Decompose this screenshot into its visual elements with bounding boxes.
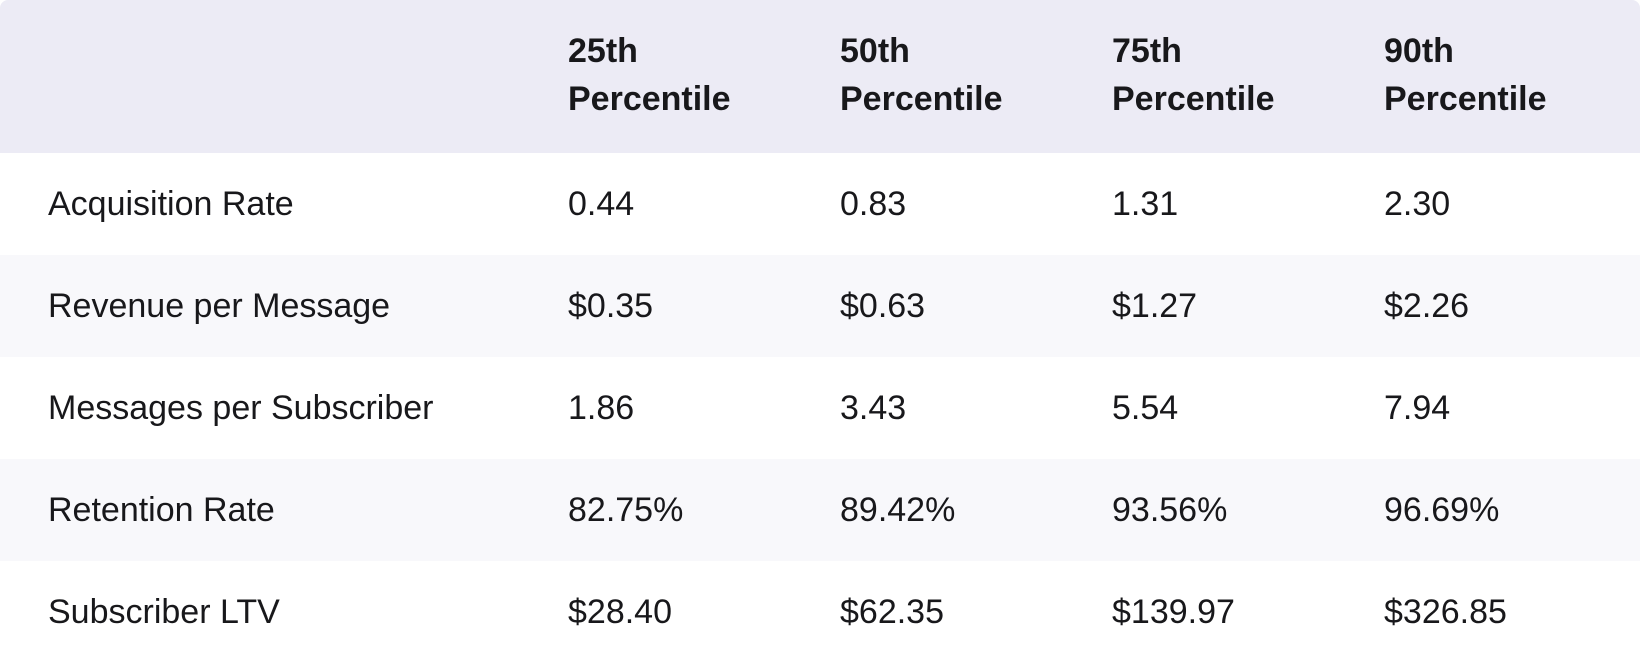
table-header-row: 25th Percentile 50th Percentile 75th Per…: [0, 0, 1640, 153]
column-header-75th-percentile: 75th Percentile: [1112, 32, 1275, 118]
value-cell: 5.54: [1112, 388, 1179, 427]
value-cell: 7.94: [1384, 388, 1451, 427]
value-cell: 89.42%: [840, 490, 956, 529]
value-cell: $28.40: [568, 592, 672, 631]
row-label: Acquisition Rate: [48, 184, 294, 223]
table-row-messages-per-subscriber: Messages per Subscriber 1.86 3.43 5.54 7…: [0, 357, 1640, 459]
value-cell: 82.75%: [568, 490, 684, 529]
value-cell: $0.35: [568, 286, 654, 325]
column-header-25th-percentile: 25th Percentile: [568, 32, 731, 118]
row-label: Messages per Subscriber: [48, 388, 434, 427]
value-cell: $1.27: [1112, 286, 1198, 325]
value-cell: 3.43: [840, 388, 907, 427]
value-cell: $139.97: [1112, 592, 1235, 631]
table-row-revenue-per-message: Revenue per Message $0.35 $0.63 $1.27 $2…: [0, 255, 1640, 357]
row-label: Retention Rate: [48, 490, 275, 529]
value-cell: $2.26: [1384, 286, 1470, 325]
row-label: Subscriber LTV: [48, 592, 280, 631]
table-row-acquisition-rate: Acquisition Rate 0.44 0.83 1.31 2.30: [0, 153, 1640, 255]
value-cell: 1.31: [1112, 184, 1179, 223]
table-row-subscriber-ltv: Subscriber LTV $28.40 $62.35 $139.97 $32…: [0, 561, 1640, 663]
value-cell: 96.69%: [1384, 490, 1500, 529]
table-row-retention-rate: Retention Rate 82.75% 89.42% 93.56% 96.6…: [0, 459, 1640, 561]
value-cell: $0.63: [840, 286, 926, 325]
row-label: Revenue per Message: [48, 286, 391, 325]
value-cell: $62.35: [840, 592, 944, 631]
value-cell: $326.85: [1384, 592, 1507, 631]
value-cell: 93.56%: [1112, 490, 1228, 529]
column-header-50th-percentile: 50th Percentile: [840, 32, 1003, 118]
value-cell: 1.86: [568, 388, 635, 427]
value-cell: 0.83: [840, 184, 907, 223]
value-cell: 0.44: [568, 184, 635, 223]
value-cell: 2.30: [1384, 184, 1451, 223]
column-header-90th-percentile: 90th Percentile: [1384, 32, 1547, 118]
